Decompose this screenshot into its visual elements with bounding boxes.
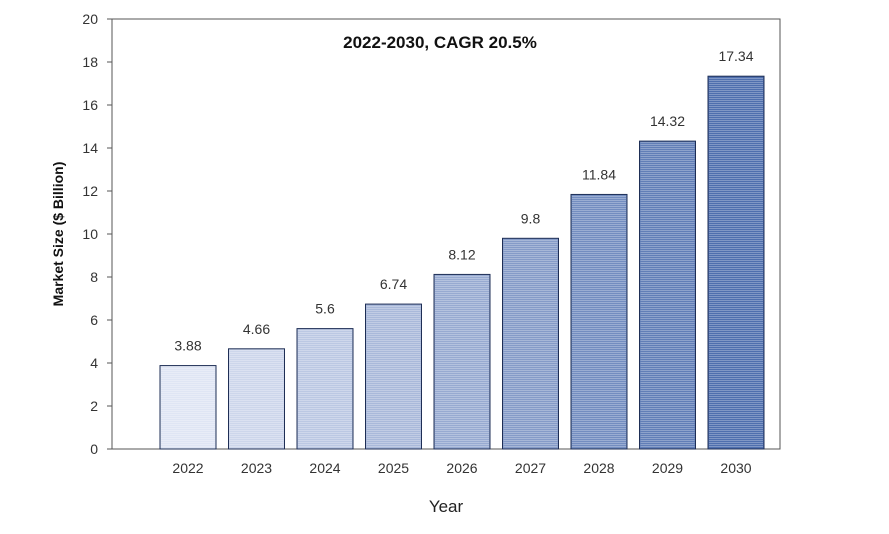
y-tick-label: 18 (82, 54, 98, 70)
data-label: 14.32 (650, 113, 685, 129)
data-label: 11.84 (582, 166, 616, 182)
bar-texture (503, 239, 558, 448)
y-tick-label: 10 (82, 226, 98, 242)
bar-texture (366, 305, 421, 448)
bar-texture (640, 142, 695, 448)
x-tick-label: 2028 (583, 460, 614, 476)
x-tick-label: 2029 (652, 460, 683, 476)
data-label: 6.74 (380, 276, 407, 292)
bar-texture (709, 77, 763, 448)
data-label: 8.12 (448, 246, 475, 262)
y-tick-label: 20 (82, 11, 98, 27)
data-label: 9.8 (521, 210, 541, 226)
x-tick-label: 2023 (241, 460, 272, 476)
x-axis-label: Year (429, 497, 464, 516)
x-tick-label: 2022 (172, 460, 203, 476)
chart-title: 2022-2030, CAGR 20.5% (343, 33, 537, 52)
y-tick-label: 6 (90, 312, 98, 328)
x-tick-label: 2026 (446, 460, 477, 476)
bar-texture (298, 329, 352, 448)
bar-texture (435, 275, 489, 448)
data-label: 3.88 (174, 338, 201, 354)
data-label: 17.34 (718, 48, 753, 64)
bar-texture (572, 195, 626, 448)
y-tick-label: 0 (90, 441, 98, 457)
y-tick-label: 12 (82, 183, 98, 199)
data-label: 4.66 (243, 321, 270, 337)
x-tick-label: 2030 (720, 460, 751, 476)
x-tick-label: 2025 (378, 460, 409, 476)
y-tick-label: 4 (90, 355, 98, 371)
data-label: 5.6 (315, 301, 335, 317)
y-tick-label: 8 (90, 269, 98, 285)
bar-texture (229, 349, 284, 448)
y-tick-label: 2 (90, 398, 98, 414)
y-axis-label: Market Size ($ Billion) (50, 162, 66, 307)
y-tick-label: 16 (82, 97, 98, 113)
bar-texture (161, 366, 215, 448)
x-tick-label: 2027 (515, 460, 546, 476)
x-tick-label: 2024 (309, 460, 340, 476)
y-tick-label: 14 (82, 140, 98, 156)
